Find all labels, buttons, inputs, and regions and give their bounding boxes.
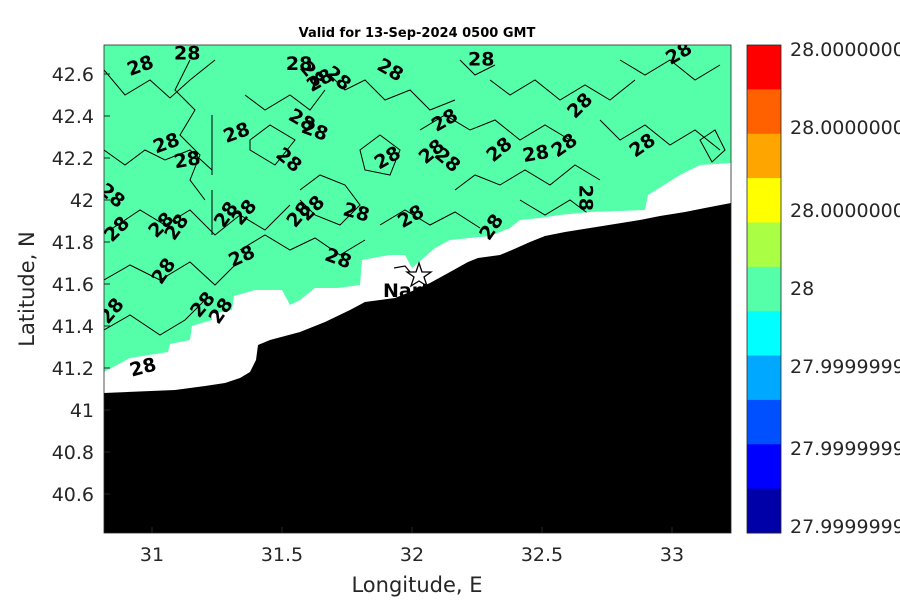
- contour-label: 28: [172, 147, 202, 173]
- colorbar-swatch: [747, 355, 781, 401]
- contour-label: 28: [574, 185, 596, 211]
- y-axis: 40.6 40.8 41 41.2 41.4 41.6 41.8 42 42.2…: [15, 64, 110, 506]
- x-axis: 31 31.5 32 32.5 33 Longitude, E: [140, 527, 684, 597]
- map-title: Valid for 13-Sep-2024 0500 GMT: [299, 26, 536, 41]
- colorbar-swatch: [747, 311, 781, 357]
- place-label: Nartis: [383, 280, 448, 302]
- colorbar-swatch: [747, 133, 781, 179]
- x-tick-label: 31: [140, 544, 164, 566]
- plot-frame: [103, 44, 732, 534]
- colorbar-swatch: [747, 45, 781, 90]
- y-tick-label: 41.2: [52, 358, 94, 380]
- colorbar-label: 28.0000000: [790, 200, 900, 222]
- y-tick-label: 41.6: [52, 274, 94, 296]
- colorbar-swatch: [747, 222, 781, 268]
- x-axis-title: Longitude, E: [351, 573, 482, 597]
- colorbar-swatch: [747, 488, 781, 534]
- y-axis-title: Latitude, N: [15, 231, 39, 347]
- colorbar-label: 27.9999999: [790, 438, 900, 460]
- x-tick-label: 31.5: [261, 544, 303, 566]
- y-tick-label: 40.6: [52, 484, 94, 506]
- x-tick-label: 32: [400, 544, 424, 566]
- y-tick-label: 42.4: [52, 106, 94, 128]
- colorbar: 28.0000000 28.0000000 28.0000000 28 27.9…: [746, 39, 900, 538]
- colorbar-frame: [746, 44, 782, 534]
- contour-label: 28: [521, 141, 551, 167]
- colorbar-label: 28: [790, 278, 814, 300]
- y-tick-label: 41: [70, 400, 94, 422]
- colorbar-label: 27.9999999: [790, 356, 900, 378]
- colorbar-label: 28.0000000: [790, 117, 900, 139]
- y-tick-label: 41.4: [52, 316, 94, 338]
- contour-label: 28: [174, 42, 200, 64]
- contour-lines: [104, 59, 726, 336]
- y-tick-label: 42.6: [52, 64, 94, 86]
- colorbar-swatch: [747, 89, 781, 135]
- colorbar-swatch: [747, 178, 781, 223]
- land-mass: [104, 203, 731, 533]
- y-tick-label: 40.8: [52, 442, 94, 464]
- y-tick-label: 42.2: [52, 148, 94, 170]
- y-tick-label: 42: [70, 190, 94, 212]
- contour-label: 28: [468, 49, 494, 71]
- contour-label: 28: [286, 53, 312, 75]
- y-tick-label: 41.8: [52, 232, 94, 254]
- colorbar-label: 27.9999999: [790, 516, 900, 538]
- place-marker-coast-icon: [393, 265, 411, 273]
- colorbar-blocks: [747, 45, 781, 534]
- x-tick-label: 33: [660, 544, 684, 566]
- colorbar-label: 28.0000000: [790, 39, 900, 61]
- colorbar-swatch: [747, 266, 781, 312]
- colorbar-swatch: [747, 399, 781, 445]
- x-tick-label: 32.5: [521, 544, 563, 566]
- colorbar-swatch: [747, 444, 781, 490]
